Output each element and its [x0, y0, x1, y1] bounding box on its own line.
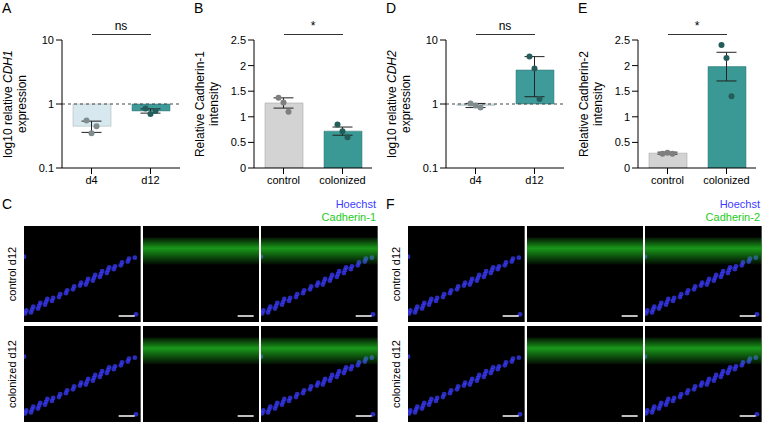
html-text:relative: relative [1, 86, 15, 125]
html-text:CDH1: CDH1 [1, 50, 15, 83]
svg-text:2: 2 [624, 60, 630, 72]
svg-text:d4: d4 [85, 174, 97, 186]
svg-text:0.1: 0.1 [423, 162, 438, 174]
html-text:colonized d12: colonized d12 [6, 340, 18, 408]
svg-text:10: 10 [42, 34, 54, 46]
svg-text:1.5: 1.5 [231, 85, 246, 97]
html-text:intensity: intensity [207, 82, 221, 126]
html-text:colonized d12: colonized d12 [390, 340, 402, 408]
html-text:E: E [578, 0, 588, 16]
html-text:Cadherin-2: Cadherin-2 [577, 51, 591, 111]
html-text:C: C [2, 196, 13, 212]
html-text:control d12: control d12 [6, 246, 18, 302]
svg-text:1: 1 [48, 98, 54, 110]
svg-text:2.5: 2.5 [615, 34, 630, 46]
html-text:CDH2: CDH2 [385, 50, 399, 83]
html-text:B: B [194, 0, 204, 16]
html-text:log10: log10 [385, 128, 399, 158]
svg-text:0: 0 [624, 162, 630, 174]
svg-text:1: 1 [624, 111, 630, 123]
html-text:expression: expression [15, 75, 29, 133]
svg-text:1.5: 1.5 [615, 85, 630, 97]
html-text:Relative: Relative [193, 113, 207, 157]
html-text:control d12: control d12 [390, 246, 402, 302]
svg-text:2.5: 2.5 [231, 34, 246, 46]
svg-text:control: control [651, 174, 684, 186]
html-text:expression: expression [399, 75, 413, 133]
html-text:ns: ns [114, 19, 128, 33]
html-text:Cadherin-1: Cadherin-1 [193, 51, 207, 111]
svg-text:colonized: colonized [703, 174, 749, 186]
svg-text:colonized: colonized [319, 174, 365, 186]
html-text:ns: ns [498, 19, 512, 33]
svg-text:1: 1 [240, 111, 246, 123]
svg-text:control: control [267, 174, 300, 186]
svg-text:0.5: 0.5 [231, 136, 246, 148]
svg-text:0.1: 0.1 [39, 162, 54, 174]
svg-text:0.5: 0.5 [615, 136, 630, 148]
svg-text:2: 2 [240, 60, 246, 72]
html-text:intensity: intensity [591, 82, 605, 126]
html-text:Cadherin-1: Cadherin-1 [321, 211, 376, 223]
html-text:Cadherin-2: Cadherin-2 [705, 211, 760, 223]
svg-text:1: 1 [432, 98, 438, 110]
html-text:Hoechst: Hoechst [335, 198, 376, 210]
svg-text:d4: d4 [469, 174, 481, 186]
html-text:D: D [386, 0, 397, 16]
svg-text:0: 0 [240, 162, 246, 174]
svg-text:d12: d12 [525, 174, 543, 186]
html-text:Relative: Relative [577, 113, 591, 157]
html-text:A: A [2, 0, 12, 16]
html-text:log10: log10 [1, 128, 15, 158]
svg-text:10: 10 [426, 34, 438, 46]
svg-text:d12: d12 [141, 174, 159, 186]
html-text:F: F [386, 196, 395, 212]
html-text:relative: relative [385, 86, 399, 125]
html-text:Hoechst: Hoechst [719, 198, 760, 210]
